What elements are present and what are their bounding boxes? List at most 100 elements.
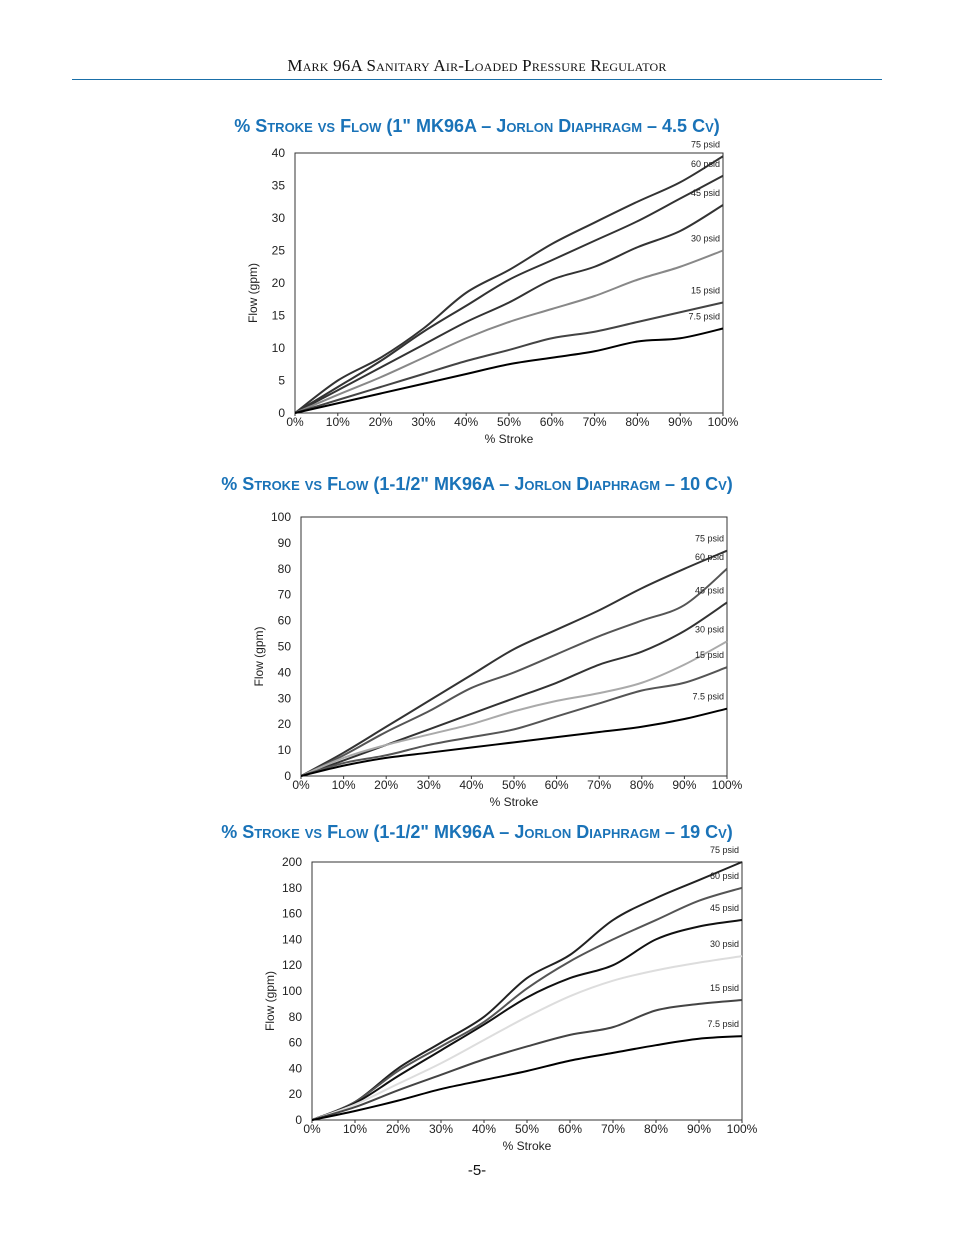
chart-1-title: % Stroke vs Flow (1" MK96A – Jorlon Diap… <box>234 116 720 136</box>
chart-1-y-tick-label: 20 <box>272 276 286 290</box>
chart-2-x-tick-label: 60% <box>545 778 569 792</box>
chart-1-series-label: 45 psid <box>691 188 720 198</box>
chart-2-y-tick-label: 80 <box>278 562 292 576</box>
chart-3-x-tick-label: 90% <box>687 1122 711 1136</box>
chart-3-series-label: 75 psid <box>710 845 739 855</box>
chart-3-y-tick-label: 180 <box>282 881 302 895</box>
chart-2-x-tick-label: 100% <box>712 778 743 792</box>
chart-1-x-tick-label: 40% <box>454 415 478 429</box>
chart-2-y-tick-label: 60 <box>278 614 292 628</box>
chart-3-x-tick-label: 80% <box>644 1122 668 1136</box>
chart-1-x-tick-label: 70% <box>583 415 607 429</box>
chart-1-y-axis-label: Flow (gpm) <box>246 263 260 323</box>
chart-2-x-tick-label: 0% <box>292 778 310 792</box>
chart-2-series-label: 75 psid <box>695 534 724 544</box>
chart-1-x-tick-label: 80% <box>625 415 649 429</box>
chart-2-x-tick-label: 10% <box>332 778 356 792</box>
chart-3-series-line-60-psid <box>311 886 743 1121</box>
chart-3-y-tick-label: 60 <box>289 1036 303 1050</box>
chart-3-x-tick-label: 30% <box>429 1122 453 1136</box>
chart-2-plot-frame <box>300 516 728 777</box>
chart-1-y-tick-label: 35 <box>272 179 286 193</box>
chart-1-y-tick-label: 0 <box>278 406 285 420</box>
chart-2-x-tick-label: 30% <box>417 778 441 792</box>
chart-1-x-tick-label: 10% <box>326 415 350 429</box>
chart-2-x-axis-label: % Stroke <box>490 795 539 809</box>
chart-3-y-tick-label: 20 <box>289 1087 303 1101</box>
chart-3-series-label: 45 psid <box>710 903 739 913</box>
chart-3-x-tick-label: 20% <box>386 1122 410 1136</box>
chart-1-series-label: 75 psid <box>691 139 720 149</box>
chart-3-title: % Stroke vs Flow (1-1/2" MK96A – Jorlon … <box>221 822 733 842</box>
chart-2-series-line-7-5-psid <box>300 707 728 777</box>
chart-3-x-tick-label: 0% <box>303 1122 321 1136</box>
chart-3-x-axis-label: % Stroke <box>503 1139 552 1153</box>
chart-3-y-axis-label: Flow (gpm) <box>263 971 277 1031</box>
chart-3-y-tick-label: 40 <box>289 1061 303 1075</box>
chart-1-series-line-60-psid <box>294 174 724 414</box>
chart-1-x-tick-label: 20% <box>369 415 393 429</box>
chart-3-series-label: 15 psid <box>710 983 739 993</box>
chart-2-x-tick-label: 90% <box>672 778 696 792</box>
chart-2-y-tick-label: 100 <box>271 510 291 524</box>
chart-3-series-line-45-psid <box>311 919 743 1121</box>
chart-2-y-tick-label: 40 <box>278 665 292 679</box>
chart-3-x-tick-label: 50% <box>515 1122 539 1136</box>
chart-2-series-label: 45 psid <box>695 585 724 595</box>
chart-2-x-tick-label: 50% <box>502 778 526 792</box>
chart-2-series-line-15-psid <box>300 666 728 777</box>
chart-3-x-tick-label: 10% <box>343 1122 367 1136</box>
chart-2-y-tick-label: 20 <box>278 717 292 731</box>
chart-3-x-tick-label: 40% <box>472 1122 496 1136</box>
chart-3-y-tick-label: 80 <box>289 1010 303 1024</box>
chart-1-series-label: 15 psid <box>691 286 720 296</box>
chart-2-series-label: 15 psid <box>695 650 724 660</box>
chart-3-plot-frame <box>311 861 743 1121</box>
chart-1-x-axis-label: % Stroke <box>485 432 534 446</box>
chart-2-y-tick-label: 10 <box>278 743 292 757</box>
chart-1-x-tick-label: 60% <box>540 415 564 429</box>
chart-1-x-tick-label: 30% <box>411 415 435 429</box>
document-header: Mark 96A Sanitary Air-Loaded Pressure Re… <box>287 56 667 75</box>
chart-3-series-label: 7.5 psid <box>707 1019 739 1029</box>
chart-2-y-tick-label: 30 <box>278 691 292 705</box>
chart-3-y-tick-label: 120 <box>282 958 302 972</box>
chart-1-series-label: 60 psid <box>691 159 720 169</box>
chart-1-y-tick-label: 10 <box>272 341 286 355</box>
chart-3-x-tick-label: 60% <box>558 1122 582 1136</box>
chart-2-series-line-30-psid <box>300 640 728 777</box>
chart-2-series-label: 30 psid <box>695 624 724 634</box>
header-rule <box>72 79 882 80</box>
chart-1-series-line-75-psid <box>294 155 724 414</box>
chart-1-y-tick-label: 15 <box>272 309 286 323</box>
chart-1-x-tick-label: 90% <box>668 415 692 429</box>
chart-1-series-line-45-psid <box>294 204 724 414</box>
chart-1-series-line-15-psid <box>294 301 724 414</box>
chart-3-x-tick-label: 100% <box>727 1122 758 1136</box>
chart-1-series-label: 30 psid <box>691 234 720 244</box>
chart-2-series-label: 60 psid <box>695 552 724 562</box>
chart-3-y-tick-label: 160 <box>282 907 302 921</box>
chart-1-y-tick-label: 30 <box>272 211 286 225</box>
chart-2-series-line-60-psid <box>300 568 728 777</box>
chart-2-y-tick-label: 0 <box>284 769 291 783</box>
chart-1-series-line-30-psid <box>294 249 724 414</box>
chart-2-series-line-45-psid <box>300 601 728 777</box>
chart-2-y-axis-label: Flow (gpm) <box>252 626 266 686</box>
chart-2-x-tick-label: 70% <box>587 778 611 792</box>
chart-2-x-tick-label: 80% <box>630 778 654 792</box>
chart-1-y-tick-label: 25 <box>272 244 286 258</box>
chart-2-y-tick-label: 50 <box>278 640 292 654</box>
chart-2-x-tick-label: 40% <box>459 778 483 792</box>
chart-3-series-line-7-5-psid <box>311 1035 743 1121</box>
chart-1-series-line-7-5-psid <box>294 327 724 414</box>
chart-3-y-tick-label: 0 <box>295 1113 302 1127</box>
chart-1-x-tick-label: 100% <box>708 415 739 429</box>
chart-1-y-tick-label: 5 <box>278 374 285 388</box>
chart-1-x-tick-label: 50% <box>497 415 521 429</box>
chart-3-series-label: 30 psid <box>710 939 739 949</box>
chart-3-series-line-15-psid <box>311 999 743 1121</box>
chart-2-y-tick-label: 90 <box>278 536 292 550</box>
page-number: -5- <box>467 1162 487 1179</box>
